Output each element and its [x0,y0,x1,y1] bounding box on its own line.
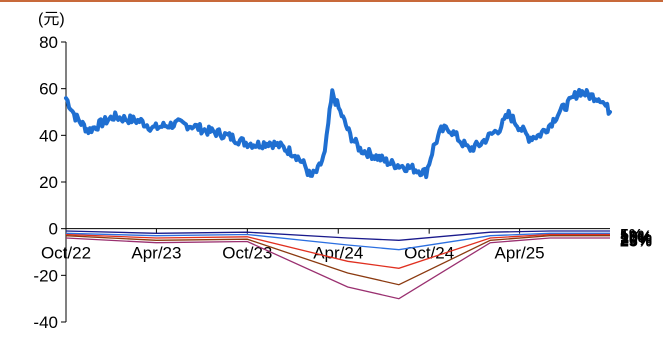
drawdown-series-3 [65,233,610,269]
x-axis: Oct/22 Apr/23 Oct/23 Apr/24 Oct/24 Apr/25 [41,228,610,263]
series-label-5: 25% [620,233,652,250]
x-tick-label: Apr/24 [313,244,363,263]
y-axis: 80 60 40 20 0 -20 -40 [33,33,67,332]
y-tick-label: 0 [49,220,58,239]
drawdown-series-1 [65,230,610,241]
drawdown-series-2 [65,232,610,251]
y-tick-label: -40 [33,313,58,332]
series-label-3: 15% [620,230,652,247]
series-label-4: 20% [620,232,652,249]
series-labels: 5%10%15%20%25% [620,227,652,250]
x-tick-label: Apr/23 [131,244,181,263]
unit-label: (元) [38,11,65,28]
y-tick-label: 60 [39,80,58,99]
x-tick-label: Apr/25 [495,244,545,263]
y-tick-label: 80 [39,33,58,52]
price-line [64,87,612,180]
drawdown-series-5 [65,237,610,300]
drawdown-lines [65,230,610,300]
drawdown-series-4 [65,235,610,286]
y-tick-label: -20 [33,266,58,285]
x-tick-label: Oct/22 [41,244,91,263]
price-series [64,87,612,180]
x-tick-label: Oct/24 [404,244,454,263]
series-label-1: 5% [620,227,643,244]
x-tick-label: Oct/23 [222,244,272,263]
header-rule [0,0,663,2]
y-tick-label: 20 [39,173,58,192]
y-tick-label: 40 [39,126,58,145]
series-label-2: 10% [620,229,652,246]
